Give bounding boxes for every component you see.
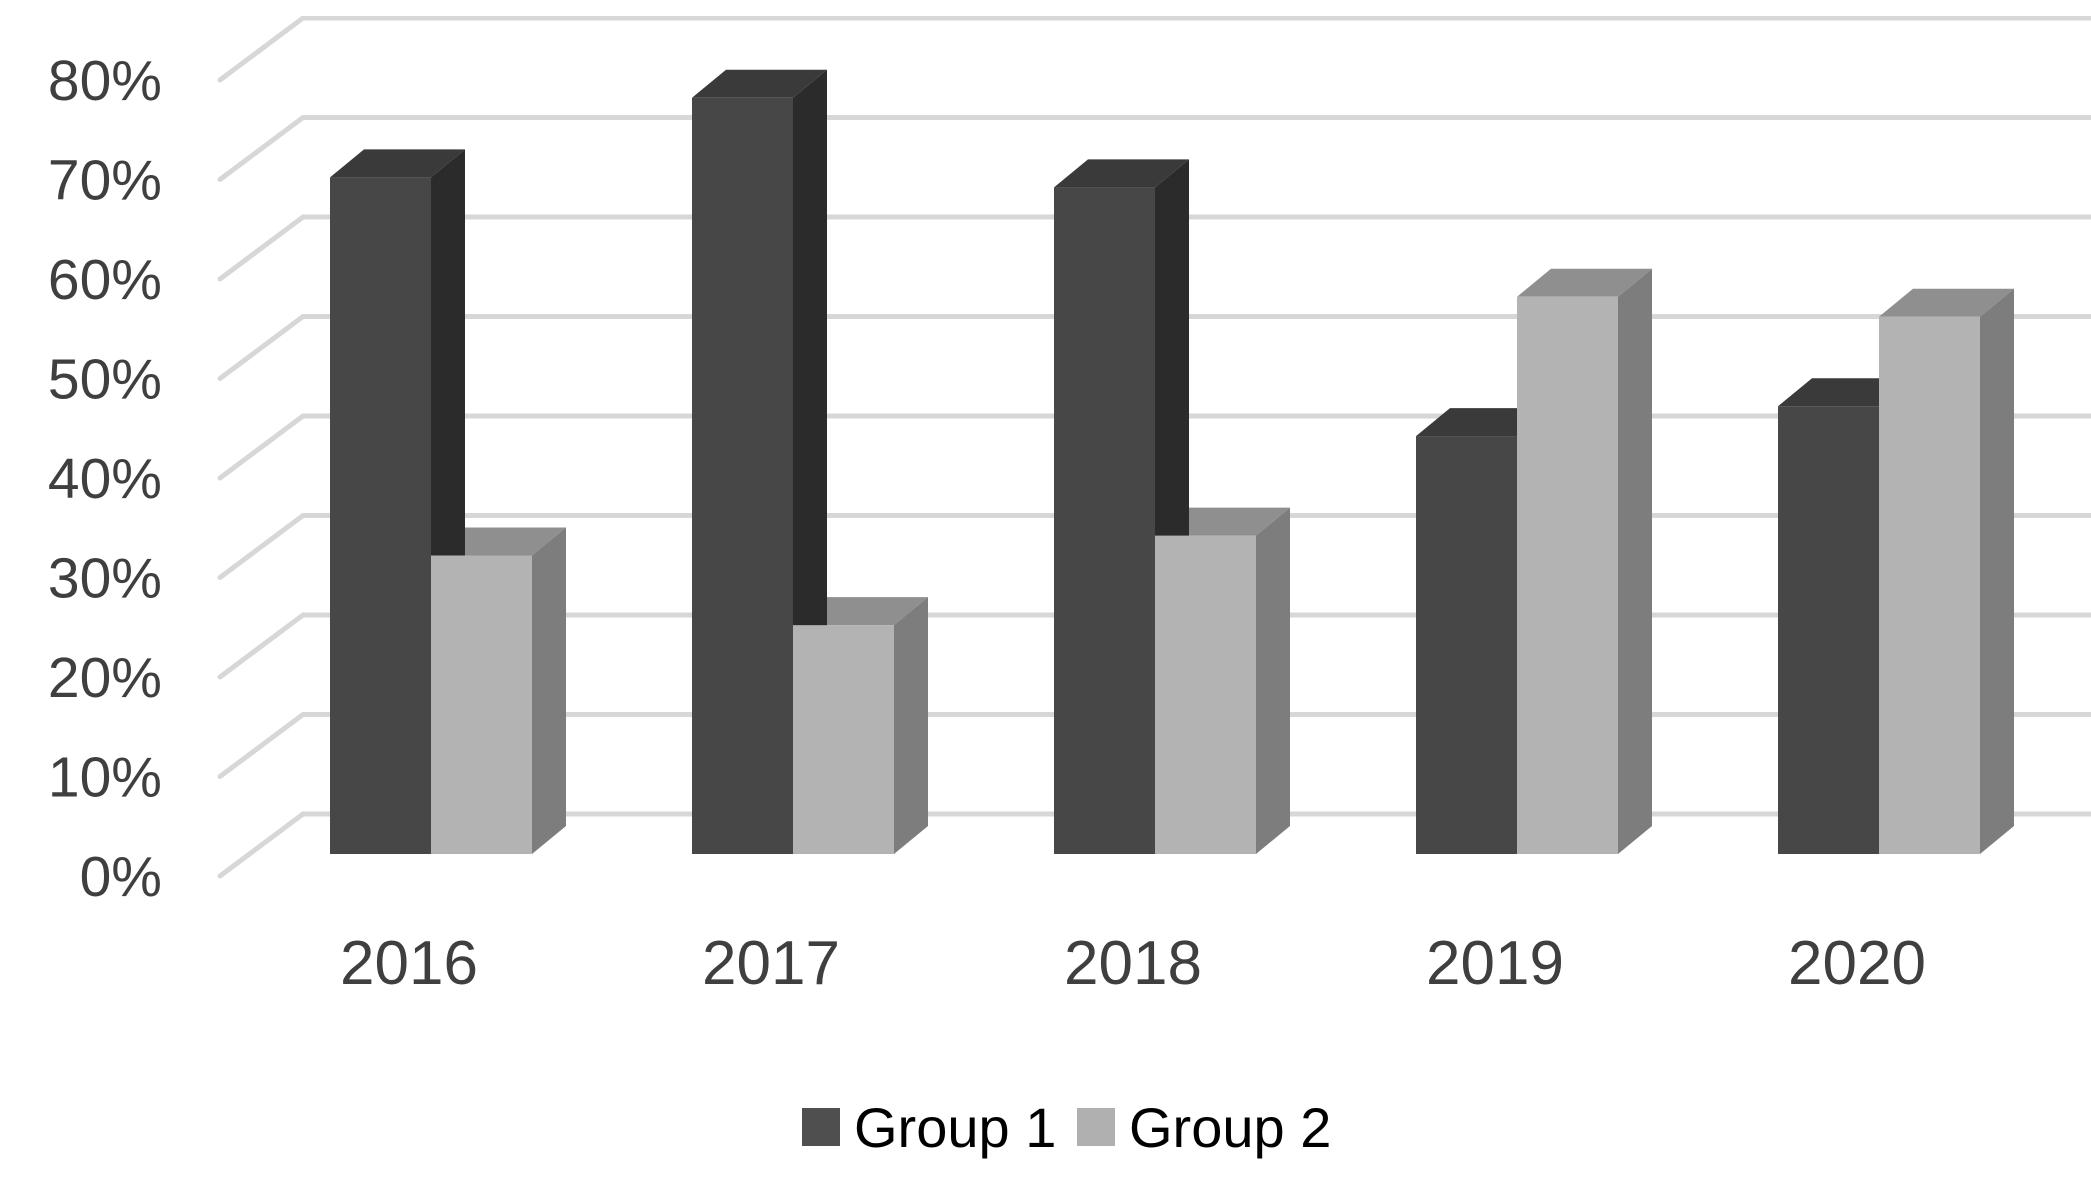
bar-side-group2-2018 bbox=[1256, 507, 1290, 854]
x-axis-label-2016: 2016 bbox=[340, 929, 478, 998]
gridline-70% bbox=[217, 115, 2091, 182]
bar-side-group2-2019 bbox=[1618, 268, 1652, 854]
x-axis-label-2020: 2020 bbox=[1788, 929, 1926, 998]
legend-label-1: Group 1 bbox=[854, 1096, 1056, 1159]
x-axis-label-2017: 2017 bbox=[702, 929, 840, 998]
legend-swatch-1 bbox=[802, 1108, 840, 1146]
x-axis-label-2019: 2019 bbox=[1426, 929, 1564, 998]
bar-top-group1-2017 bbox=[692, 69, 827, 98]
y-axis-tick-label-0%: 0% bbox=[80, 845, 162, 909]
bar-top-group1-2018 bbox=[1054, 159, 1189, 188]
bar-top-group1-2016 bbox=[330, 149, 465, 178]
y-axis-tick-label-60%: 60% bbox=[48, 248, 162, 312]
y-axis-tick-label-50%: 50% bbox=[48, 348, 162, 412]
y-axis-tick-label-30%: 30% bbox=[48, 547, 162, 611]
bar-front-group2-2016 bbox=[431, 555, 532, 854]
bar-front-group2-2018 bbox=[1155, 535, 1256, 854]
y-axis-tick-label-80%: 80% bbox=[48, 49, 162, 113]
bar-top-group2-2020 bbox=[1879, 288, 2014, 317]
bar-front-group2-2017 bbox=[793, 625, 894, 854]
bar-front-group1-2016 bbox=[330, 177, 431, 854]
y-axis-tick-label-70%: 70% bbox=[48, 149, 162, 213]
gridline-60% bbox=[217, 214, 2091, 282]
bar-front-group1-2020 bbox=[1778, 406, 1879, 854]
x-axis-label-2018: 2018 bbox=[1064, 929, 1202, 998]
gridline-80% bbox=[217, 16, 2091, 83]
y-axis-tick-label-20%: 20% bbox=[48, 646, 162, 710]
bar-side-group2-2016 bbox=[532, 527, 566, 854]
y-axis-tick-label-40%: 40% bbox=[48, 447, 162, 511]
bar-side-group2-2017 bbox=[894, 597, 928, 854]
3d-bar-chart-figure: 0% 10% 20% 30% 40% 50% 60% 70% 80% 2016 2017 2018 20… bbox=[40, 16, 2091, 1166]
bar-side-group2-2020 bbox=[1980, 288, 2014, 854]
y-axis-tick-label-10%: 10% bbox=[48, 746, 162, 810]
chart-plot-area: 0% 10% 20% 30% 40% 50% 60% 70% 80% 2016 2017 2018 20… bbox=[48, 16, 2091, 1159]
bar-front-group1-2018 bbox=[1054, 187, 1155, 855]
legend-swatch-2 bbox=[1077, 1108, 1115, 1146]
bar-top-group2-2019 bbox=[1517, 268, 1652, 297]
bar-front-group1-2017 bbox=[692, 97, 793, 855]
bar-front-group1-2019 bbox=[1416, 436, 1517, 854]
bar-front-group2-2020 bbox=[1879, 316, 1980, 854]
bar-front-group2-2019 bbox=[1517, 296, 1618, 854]
legend-label-2: Group 2 bbox=[1129, 1096, 1331, 1159]
